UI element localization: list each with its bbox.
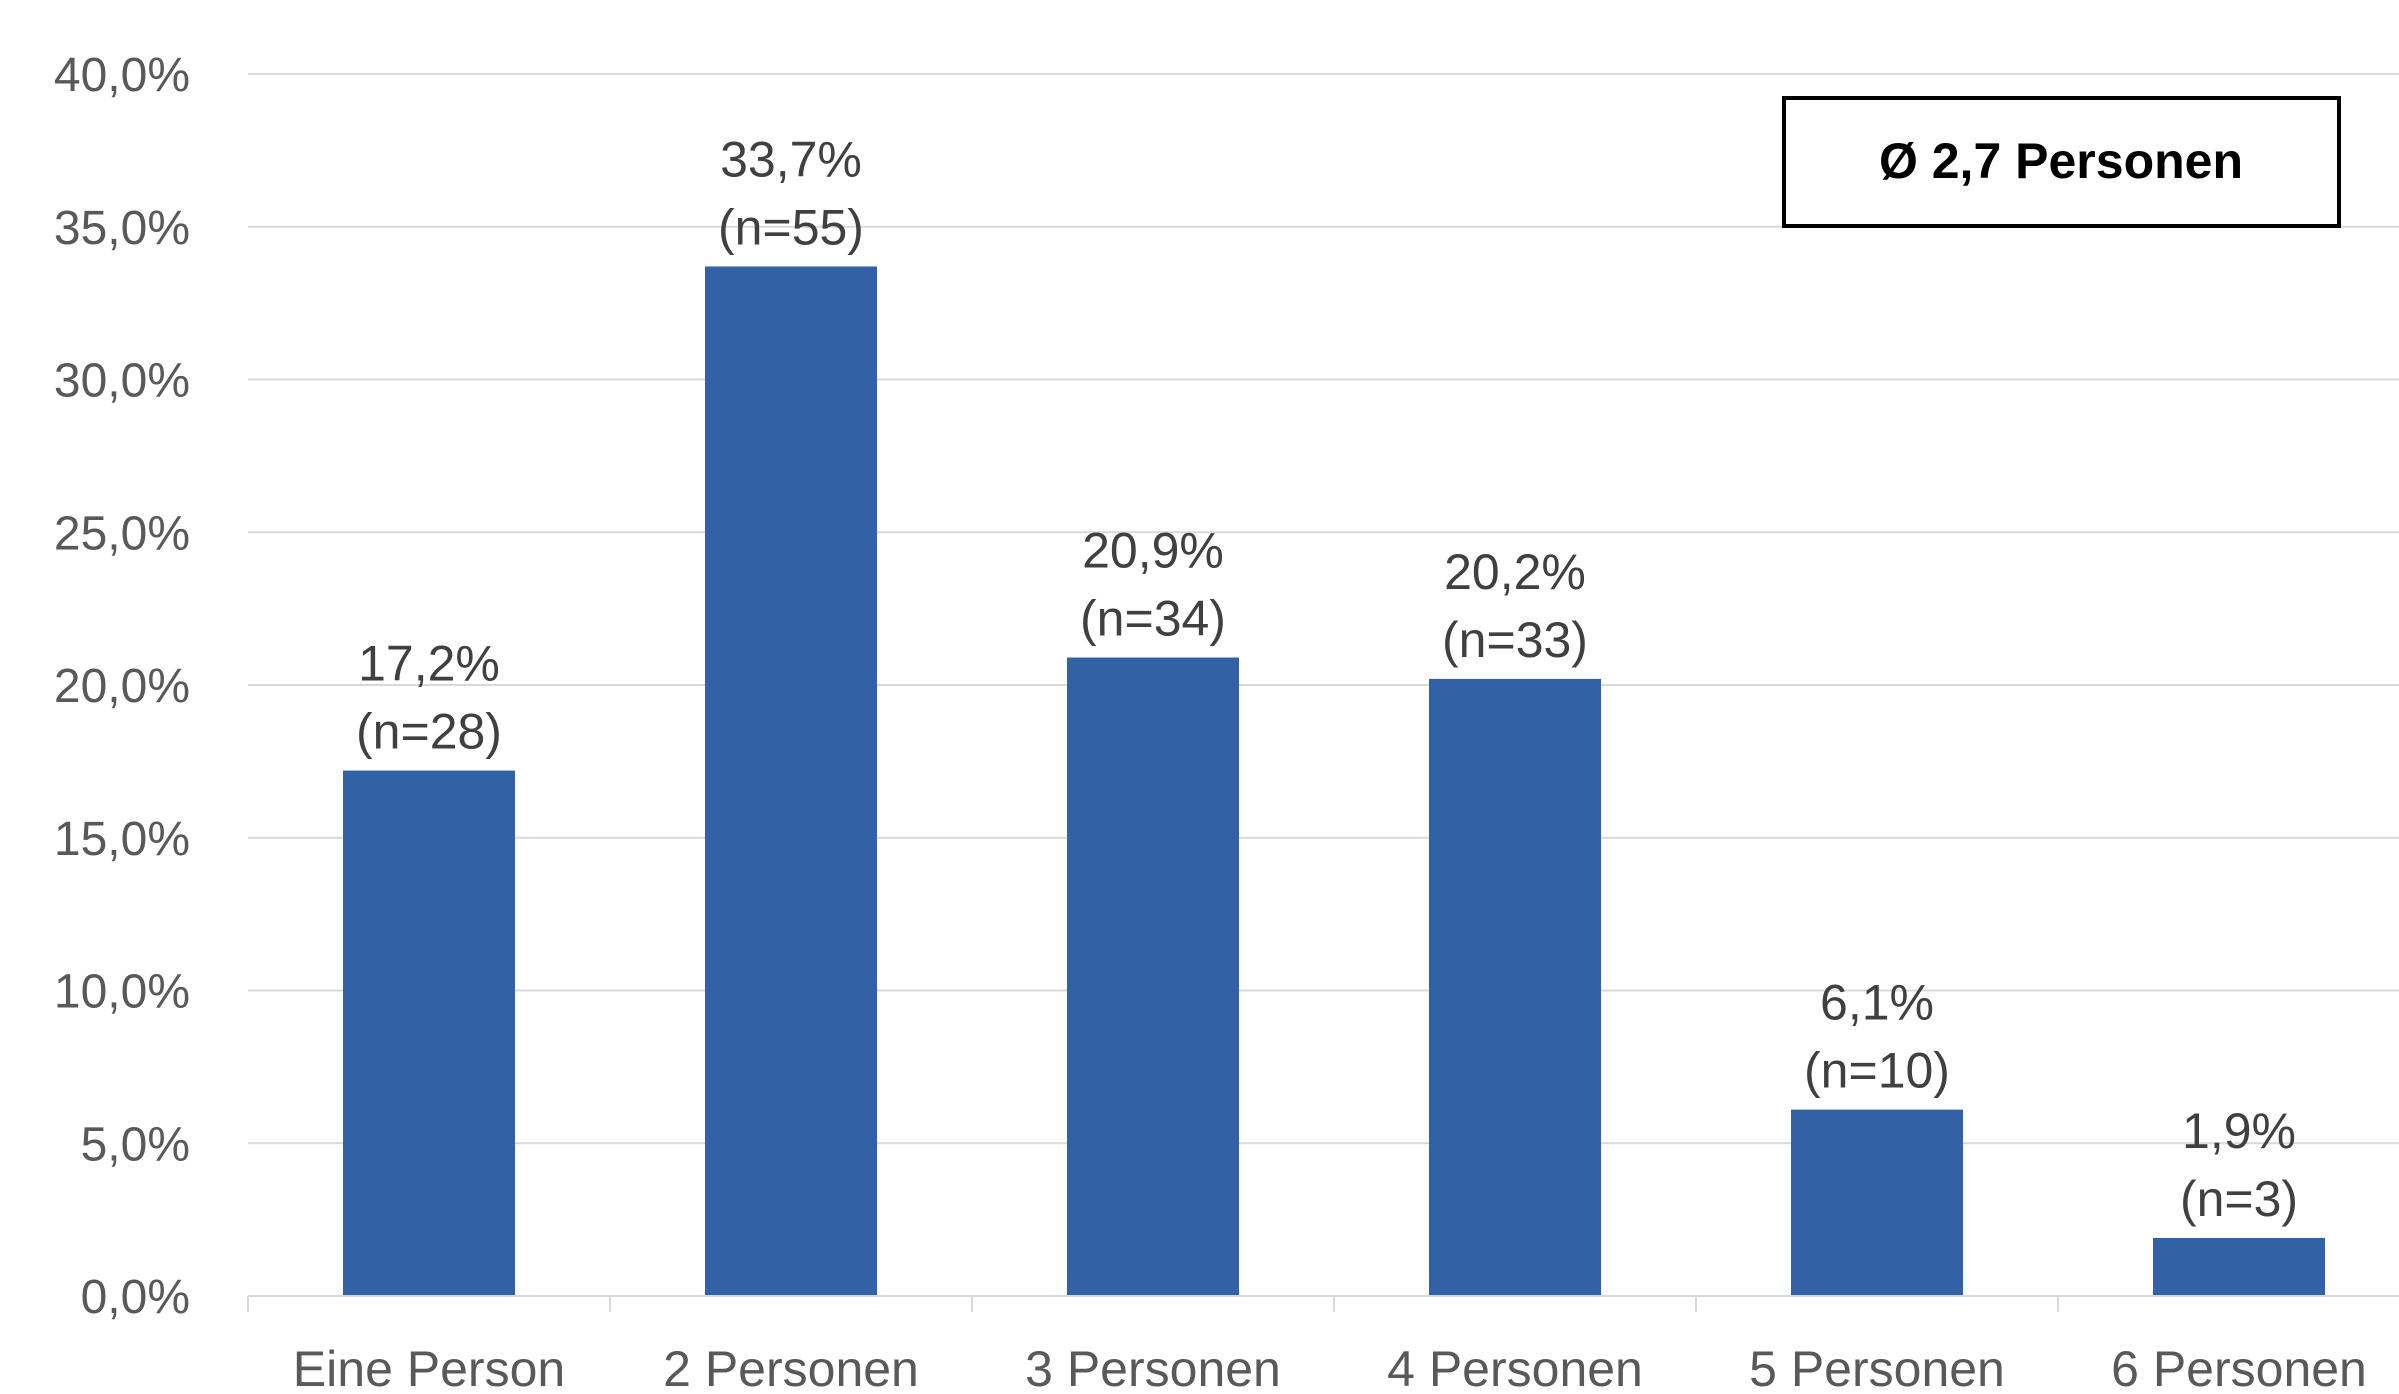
data-label-count: (n=28)	[356, 704, 502, 760]
x-tick-label: 4 Personen	[1387, 1341, 1643, 1394]
data-label-percent: 6,1%	[1820, 975, 1934, 1031]
bars	[343, 266, 2325, 1297]
average-box	[1782, 96, 2341, 228]
data-labels: 17,2% (n=28) 33,7% (n=55) 20,9% (n=34) 20,2% (n…	[356, 131, 2298, 1226]
bar	[343, 770, 515, 1296]
y-tick-label: 5,0%	[81, 1118, 190, 1171]
y-tick-label: 30,0%	[54, 355, 190, 408]
y-tick-label: 35,0%	[54, 202, 190, 255]
y-axis-ticks: 0,0% 5,0% 10,0% 15,0% 20,0% 25,0% 30,0% 35,0% 40…	[54, 49, 190, 1324]
data-label-percent: 20,9%	[1082, 523, 1224, 579]
average-annotation: Ø 2,7 Personen	[1782, 96, 2341, 228]
x-tick-label: Eine Person	[293, 1341, 565, 1394]
x-axis: Eine Person 2 Personen 3 Personen 4 Persone…	[247, 1295, 2399, 1394]
data-label-percent: 1,9%	[2182, 1103, 2296, 1159]
bar	[705, 266, 877, 1297]
x-tick-label: 6 Personen	[2111, 1341, 2367, 1394]
data-label-count: (n=34)	[1080, 591, 1226, 647]
bar	[2153, 1237, 2325, 1296]
bar	[1429, 678, 1601, 1296]
average-label: Ø 2,7 Personen	[1879, 133, 2243, 189]
y-tick-label: 10,0%	[54, 966, 190, 1019]
y-tick-label: 40,0%	[54, 49, 190, 102]
x-tick-label: 3 Personen	[1025, 1341, 1281, 1394]
bar	[1791, 1109, 1963, 1296]
x-tick-label: 2 Personen	[663, 1341, 919, 1394]
y-tick-label: 0,0%	[81, 1271, 190, 1324]
data-label-percent: 20,2%	[1444, 544, 1586, 600]
data-label-count: (n=33)	[1442, 612, 1588, 668]
bar	[1067, 657, 1239, 1296]
y-tick-label: 20,0%	[54, 660, 190, 713]
data-label-count: (n=3)	[2180, 1171, 2298, 1227]
y-tick-label: 25,0%	[54, 507, 190, 560]
data-label-percent: 33,7%	[720, 131, 862, 187]
data-label-count: (n=10)	[1804, 1043, 1950, 1099]
data-label-percent: 17,2%	[358, 636, 500, 692]
y-tick-label: 15,0%	[54, 813, 190, 866]
data-label-count: (n=55)	[718, 199, 864, 255]
gridlines	[248, 73, 2399, 1145]
x-tick-label: 5 Personen	[1749, 1341, 2005, 1394]
